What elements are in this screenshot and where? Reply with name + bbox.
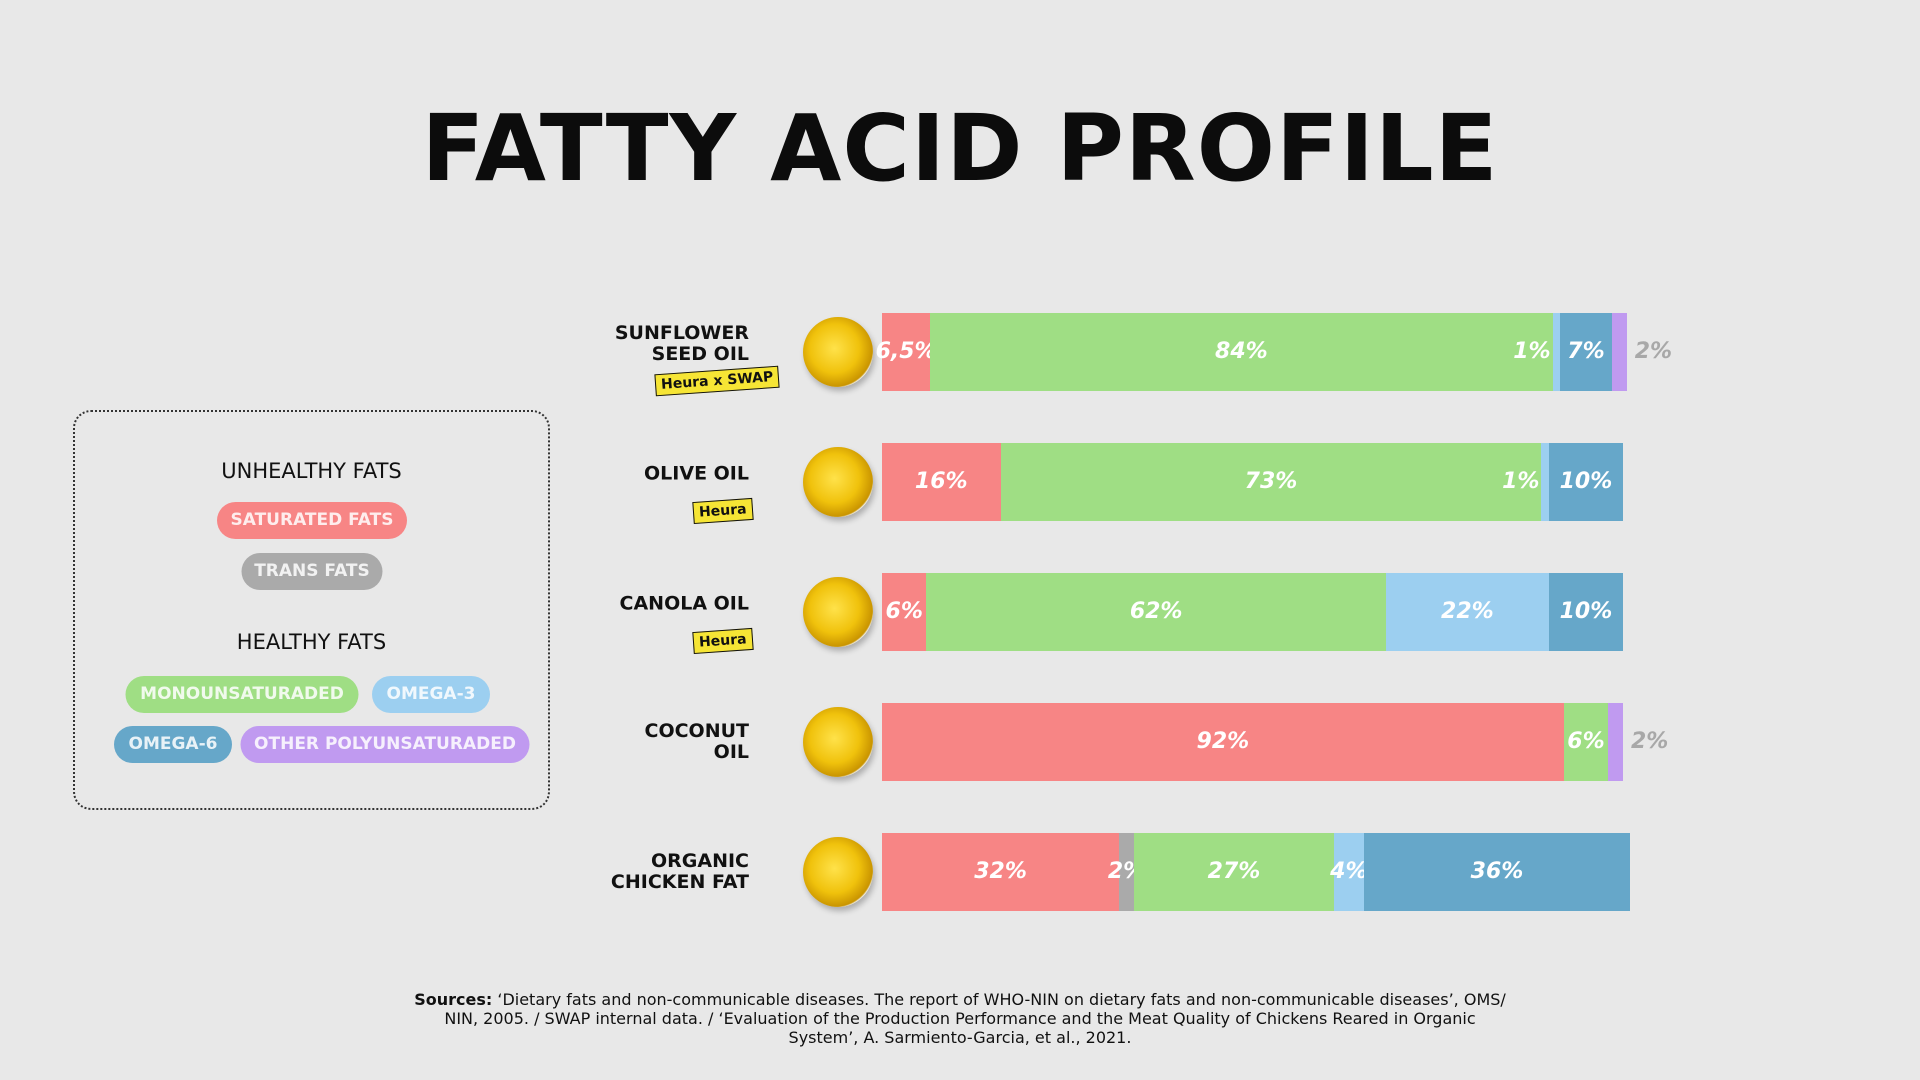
product-icon [803, 447, 873, 517]
data-label: 84% [1215, 339, 1268, 364]
footer-label: Sources: [414, 990, 493, 1009]
bar-segment [1608, 703, 1623, 781]
data-label: 2% [1631, 729, 1669, 754]
bar-segment [1119, 833, 1134, 911]
data-label: 4% [1330, 859, 1368, 884]
legend-item: OTHER POLYUNSATURADED [240, 726, 530, 763]
data-label: 6,5% [875, 339, 937, 364]
bar-segment [1385, 573, 1549, 651]
bar-segment [1560, 313, 1612, 391]
legend-item: TRANS FATS [241, 553, 383, 590]
legend-item: OMEGA-3 [372, 676, 490, 713]
category-label: CANOLA OIL [619, 592, 749, 615]
data-label: 62% [1129, 599, 1183, 624]
legend-box [73, 410, 550, 810]
category-label: COCONUT OIL [644, 720, 749, 763]
product-icon [803, 707, 873, 777]
brand-logo: Heura x SWAP [654, 365, 780, 397]
data-label: 27% [1207, 859, 1261, 884]
bar-segment [882, 443, 1001, 521]
bar-segment [930, 313, 1553, 391]
footer-text: ‘Dietary fats and non-communicable disea… [444, 990, 1506, 1047]
bar-segment [1548, 443, 1623, 521]
legend-group-title: HEALTHY FATS [236, 630, 387, 654]
category-label: SUNFLOWER SEED OIL [614, 322, 749, 365]
legend-item: SATURATED FATS [217, 502, 407, 539]
brand-logo: Heura [692, 627, 754, 655]
data-label: 6% [1567, 729, 1605, 754]
legend-group-title: UNHEALTHY FATS [221, 459, 402, 483]
bar-segment [882, 313, 931, 391]
data-label: 1% [1502, 469, 1540, 494]
data-label: 10% [1559, 469, 1613, 494]
data-label: 16% [914, 469, 968, 494]
product-icon [803, 577, 873, 647]
bar-segment [1552, 313, 1560, 391]
bar-segment [1541, 443, 1549, 521]
bar-segment [1000, 443, 1542, 521]
bar-segment [1334, 833, 1364, 911]
brand-logo: Heura [692, 497, 754, 525]
bar-segment [882, 703, 1564, 781]
bar-segment [1563, 703, 1609, 781]
bar-segment [882, 573, 927, 651]
category-label: OLIVE OIL [644, 462, 749, 485]
data-label: 92% [1196, 729, 1250, 754]
bar-segment [926, 573, 1386, 651]
data-label: 7% [1567, 339, 1605, 364]
data-label: 36% [1470, 859, 1524, 884]
chart-title: FATTY ACID PROFILE [421, 95, 1499, 202]
data-label: 73% [1244, 469, 1298, 494]
bar-segment [1548, 573, 1623, 651]
bar-segment [1611, 313, 1627, 391]
legend-item: OMEGA-6 [114, 726, 232, 763]
bar-segment [882, 833, 1120, 911]
data-label: 22% [1441, 599, 1494, 624]
footer: Sources: ‘Dietary fats and non-communica… [410, 990, 1510, 1047]
product-icon [803, 317, 873, 387]
data-label: 1% [1513, 339, 1551, 364]
category-label: ORGANIC CHICKEN FAT [610, 850, 749, 893]
bar-segment [1133, 833, 1334, 911]
bar-segment [1363, 833, 1631, 911]
data-label: 32% [974, 859, 1027, 884]
legend-item: MONOUNSATURADED [125, 676, 359, 713]
data-label: 10% [1559, 599, 1613, 624]
data-label: 6% [885, 599, 923, 624]
data-label: 2% [1634, 339, 1673, 364]
product-icon [803, 837, 873, 907]
